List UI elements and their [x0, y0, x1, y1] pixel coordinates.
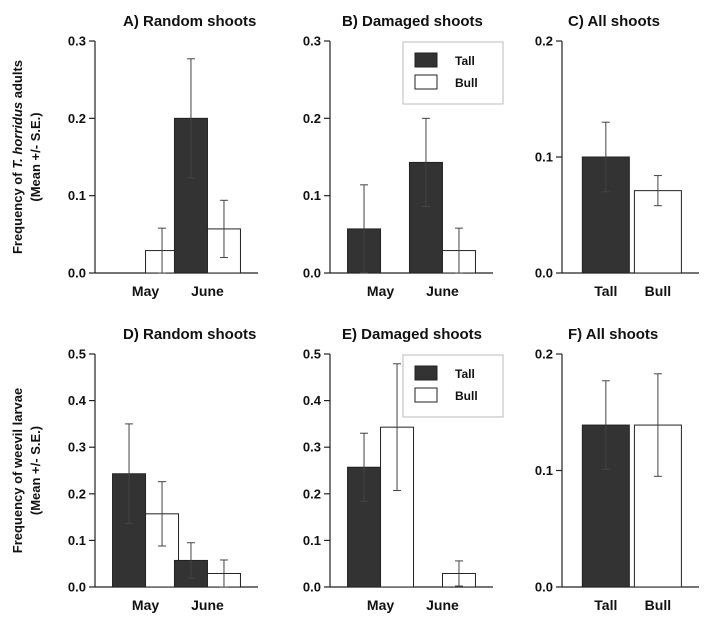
y-axis-label-line2: (Mean +/- S.E.)	[28, 112, 43, 201]
y-tick-label: 0.5	[303, 347, 321, 362]
y-tick-label: 0.1	[68, 188, 86, 203]
panel-d: D) Random shoots 0.0 0.1 0.2 0.3 0.4 0.5 May Jun…	[68, 326, 258, 613]
legend-label: Bull	[455, 389, 478, 403]
panel-b: B) Damaged shoots 0.0 0.1 0.2 0.3 May June Tall…	[303, 13, 504, 299]
x-category-label: June	[191, 597, 224, 613]
y-tick-label: 0.2	[535, 347, 553, 362]
y-tick-label: 0.2	[303, 486, 321, 501]
y-tick-label: 0.2	[303, 111, 321, 126]
panel-e: E) Damaged shoots 0.0 0.1 0.2 0.3 0.4 0.5 May Ju…	[303, 326, 504, 613]
panel-a: A) Random shoots 0.0 0.1 0.2 0.3 May June	[68, 13, 258, 299]
y-axis-label-1: Frequency of T. horridus adults(Mean +/-…	[10, 60, 43, 254]
legend-swatch-tall	[414, 52, 438, 68]
y-tick-label: 0.0	[68, 580, 86, 595]
y-tick-label: 0.3	[303, 440, 321, 455]
y-tick-label: 0.2	[535, 34, 553, 49]
y-tick-label: 0.1	[303, 188, 321, 203]
legend-swatch-bull	[414, 74, 438, 90]
y-axis-label-line1: Frequency of T. horridus adults	[10, 60, 25, 254]
y-axis-label-2: Frequency of weevil larvae (Mean +/- S.E.…	[10, 388, 43, 553]
y-tick-label: 0.0	[303, 266, 321, 281]
y-tick-label: 0.3	[68, 34, 86, 49]
y-tick-label: 0.0	[303, 580, 321, 595]
y-axis-label-line2: (Mean +/- S.E.)	[28, 426, 43, 515]
panel-c: C) All shoots 0.0 0.1 0.2 Tall Bull	[535, 13, 699, 299]
legend-box	[402, 354, 504, 418]
x-category-label: June	[191, 283, 224, 299]
y-tick-label: 0.2	[68, 486, 86, 501]
x-category-label: June	[426, 597, 459, 613]
legend-label: Bull	[455, 76, 478, 90]
legend-label: Tall	[455, 54, 475, 68]
y-tick-label: 0.0	[535, 580, 553, 595]
x-category-label: Tall	[594, 597, 617, 613]
y-axis-label-line1: Frequency of weevil larvae	[10, 388, 25, 553]
legend-box	[402, 41, 504, 105]
y-tick-label: 0.1	[535, 150, 553, 165]
panel-title: E) Damaged shoots	[342, 326, 482, 343]
x-category-label: May	[132, 597, 159, 613]
x-category-label: Bull	[645, 283, 671, 299]
legend-swatch-bull	[414, 387, 438, 403]
panel-title: A) Random shoots	[123, 13, 256, 30]
y-tick-label: 0.4	[68, 393, 87, 408]
panel-title: C) All shoots	[568, 13, 660, 30]
x-category-label: May	[132, 283, 159, 299]
y-tick-label: 0.5	[68, 347, 86, 362]
panel-f: F) All shoots 0.0 0.1 0.2 Tall Bull	[535, 326, 699, 613]
legend-label: Tall	[455, 367, 475, 381]
panel-title: D) Random shoots	[123, 326, 256, 343]
y-tick-label: 0.1	[535, 463, 553, 478]
legend: Tall Bull	[402, 41, 504, 105]
x-category-label: June	[426, 283, 459, 299]
y-tick-label: 0.3	[68, 440, 86, 455]
y-tick-label: 0.1	[68, 533, 86, 548]
y-tick-label: 0.1	[303, 533, 321, 548]
panel-title: B) Damaged shoots	[342, 13, 483, 30]
y-tick-label: 0.0	[535, 266, 553, 281]
legend-swatch-tall	[414, 365, 438, 381]
y-tick-label: 0.2	[68, 111, 86, 126]
legend: Tall Bull	[402, 354, 504, 418]
panel-title: F) All shoots	[568, 326, 658, 343]
y-tick-label: 0.4	[303, 393, 322, 408]
x-category-label: May	[367, 597, 394, 613]
x-category-label: May	[367, 283, 394, 299]
x-category-label: Tall	[594, 283, 617, 299]
y-tick-label: 0.3	[303, 34, 321, 49]
y-tick-label: 0.0	[68, 266, 86, 281]
x-category-label: Bull	[645, 597, 671, 613]
